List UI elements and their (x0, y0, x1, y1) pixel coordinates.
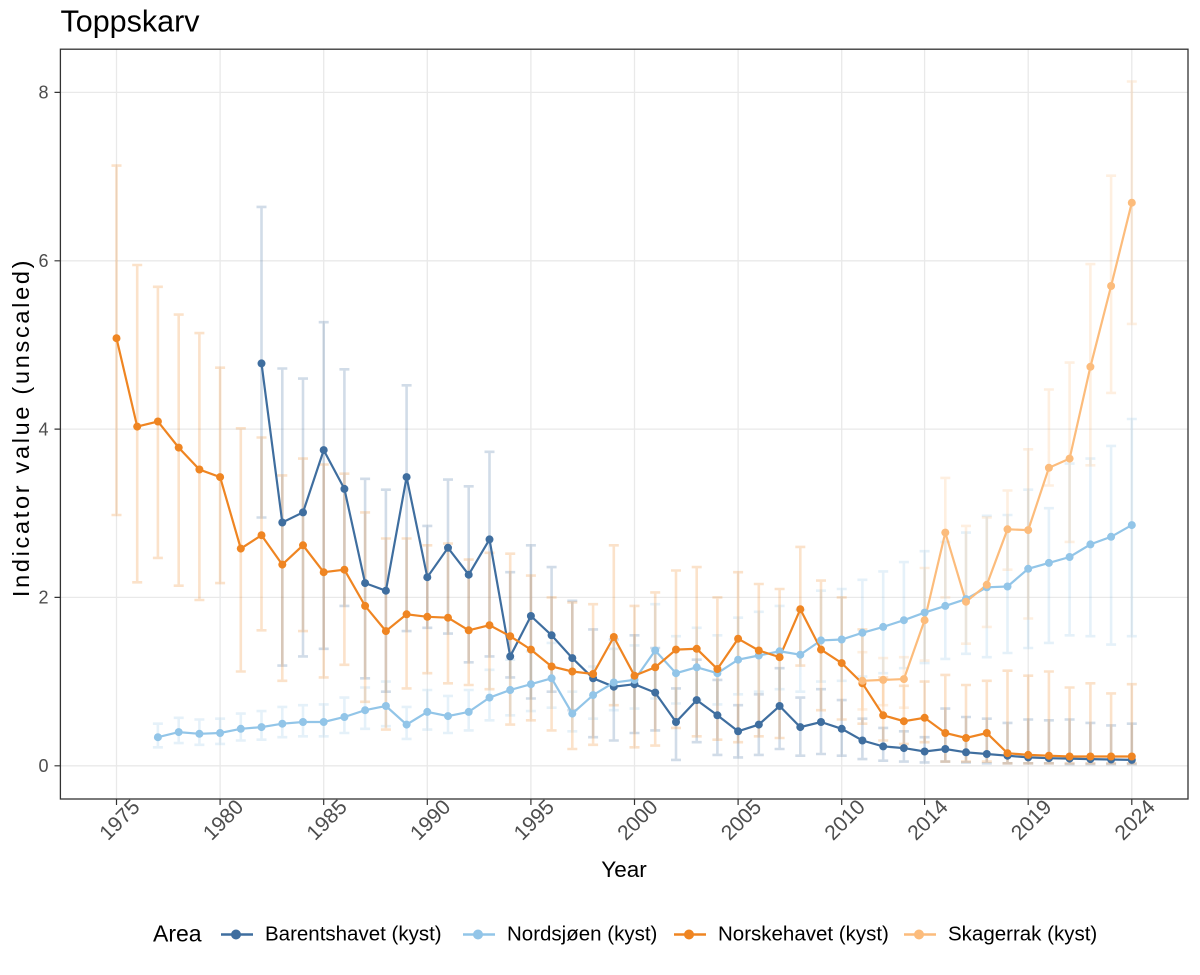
svg-text:Norskehavet (kyst): Norskehavet (kyst) (718, 923, 889, 946)
svg-text:Area: Area (153, 921, 202, 947)
svg-text:Barentshavet (kyst): Barentshavet (kyst) (265, 923, 442, 946)
svg-text:2: 2 (38, 588, 48, 608)
svg-text:Year: Year (601, 857, 647, 882)
svg-text:Nordsjøen (kyst): Nordsjøen (kyst) (507, 923, 657, 946)
svg-text:Toppskarv: Toppskarv (61, 4, 201, 38)
svg-text:8: 8 (38, 83, 48, 103)
svg-text:4: 4 (38, 419, 48, 439)
svg-text:Skagerrak (kyst): Skagerrak (kyst) (948, 923, 1097, 946)
svg-text:Indicator value (unscaled): Indicator value (unscaled) (8, 258, 34, 597)
svg-text:6: 6 (38, 251, 48, 271)
svg-text:0: 0 (38, 756, 48, 776)
